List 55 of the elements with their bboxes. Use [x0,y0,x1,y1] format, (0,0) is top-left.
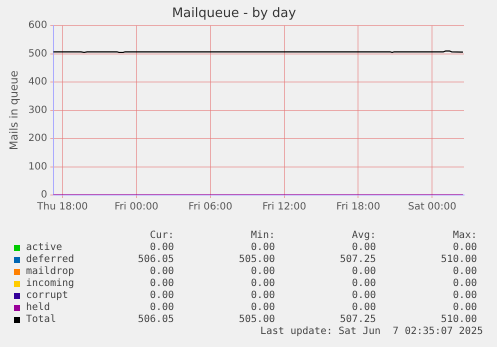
text: 0.00 [250,302,275,313]
text: Last update: Sat Jun 7 02:35:07 2025 [260,326,483,337]
y-tick-label: 600 [28,20,48,32]
text: 0.00 [452,290,477,301]
y-tick-label: 300 [28,104,48,116]
text: 0.00 [352,242,376,253]
text: 505.00 [238,254,275,265]
legend-label: maildrop [26,266,74,277]
y-tick-label: 400 [28,76,48,88]
y-tick-label: 500 [28,48,48,60]
legend-label: held [26,302,50,313]
x-tick-label: Fri 12:00 [262,202,306,213]
chart-title: Mailqueue - by day [172,6,296,22]
text: 505.00 [238,314,275,325]
text: 0.00 [150,290,174,301]
text: Avg: [352,230,376,241]
legend-label: incoming [26,278,74,289]
text: 510.00 [440,254,477,265]
text: 0.00 [150,278,174,289]
legend-label: active [26,242,62,253]
text: 0.00 [150,242,174,253]
text: 0.00 [452,278,477,289]
text: Max: [452,230,477,241]
text: 0.00 [352,266,376,277]
text: 507.25 [340,314,376,325]
text: 0.00 [352,278,376,289]
x-tick-label: Fri 18:00 [336,202,380,213]
legend-label: corrupt [26,290,68,301]
text: 0.00 [150,302,174,313]
text: 0.00 [150,266,174,277]
legend-label: deferred [26,254,74,265]
text: 0.00 [452,302,477,313]
text: 506.05 [138,254,174,265]
x-tick-label: Fri 00:00 [114,202,158,213]
text: 0.00 [452,242,477,253]
text: 0.00 [250,290,275,301]
y-axis-title: Mails in queue [7,70,20,150]
x-tick-label: Fri 06:00 [188,202,232,213]
text: 0.00 [452,266,477,277]
text: 0.00 [250,266,275,277]
text: 0.00 [250,242,275,253]
text: 506.05 [138,314,174,325]
x-tick-label: Sat 00:00 [408,202,456,213]
y-tick-label: 200 [28,133,48,144]
text: 0.00 [352,302,376,313]
text: 0.00 [352,290,376,301]
text: Min: [250,230,275,241]
y-tick-label: 100 [28,161,48,172]
text: 507.25 [340,254,376,265]
x-tick-label: Thu 18:00 [36,202,88,213]
text: 510.00 [440,314,477,325]
legend-label: Total [26,314,56,325]
y-tick-label: 0 [40,190,48,201]
text: Cur: [150,230,174,241]
text: 0.00 [250,278,275,289]
